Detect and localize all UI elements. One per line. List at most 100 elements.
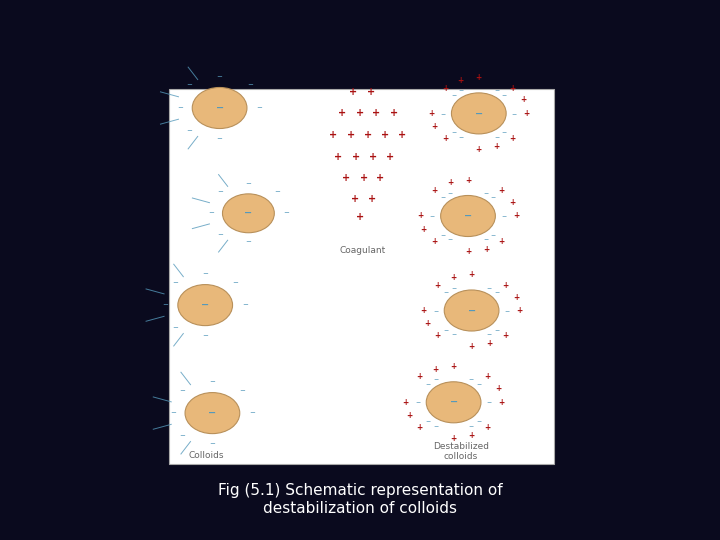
Text: +: + [366, 87, 375, 97]
Text: −: − [179, 388, 185, 394]
Circle shape [178, 285, 233, 326]
Text: −: − [163, 302, 168, 308]
Text: −: − [464, 211, 472, 221]
Text: +: + [329, 130, 338, 140]
Text: −: − [246, 239, 251, 246]
Text: +: + [523, 109, 530, 118]
Text: +: + [420, 225, 427, 234]
Text: −: − [440, 232, 446, 238]
Text: +: + [431, 186, 437, 195]
Text: +: + [424, 320, 431, 328]
Text: +: + [417, 423, 423, 432]
Text: +: + [510, 84, 516, 92]
Text: −: − [283, 210, 289, 217]
Text: Colloids: Colloids [188, 451, 224, 460]
Circle shape [222, 194, 274, 233]
Text: +: + [420, 306, 427, 315]
Text: +: + [487, 339, 492, 348]
Text: −: − [494, 327, 500, 332]
Text: −: − [483, 191, 488, 195]
Text: −: − [448, 237, 453, 241]
Text: −: − [494, 134, 499, 139]
Text: −: − [208, 408, 217, 418]
Circle shape [451, 93, 506, 134]
Text: −: − [244, 208, 253, 218]
Text: +: + [476, 73, 482, 82]
Text: +: + [348, 87, 357, 97]
Text: −: − [233, 280, 238, 286]
Text: +: + [469, 431, 474, 440]
Text: +: + [428, 109, 434, 118]
Text: −: − [448, 191, 453, 195]
Text: −: − [256, 105, 262, 111]
Text: +: + [503, 332, 508, 340]
Text: −: − [186, 127, 192, 133]
Text: +: + [447, 178, 453, 187]
Text: −: − [415, 400, 420, 405]
Circle shape [185, 393, 240, 434]
Text: −: − [210, 441, 215, 447]
Text: −: − [444, 327, 449, 332]
Text: +: + [483, 245, 489, 254]
Text: +: + [516, 306, 523, 315]
Text: +: + [341, 173, 350, 183]
Text: −: − [494, 88, 499, 93]
Text: −: − [172, 280, 178, 286]
Text: −: − [217, 232, 222, 238]
Text: −: − [208, 210, 214, 217]
Text: −: − [246, 181, 251, 187]
Text: +: + [359, 173, 368, 183]
Text: −: − [501, 213, 506, 219]
Text: −: − [172, 325, 178, 330]
Text: −: − [459, 134, 464, 139]
Circle shape [444, 290, 499, 331]
Text: +: + [499, 186, 505, 195]
Text: Coagulant: Coagulant [339, 246, 385, 255]
Text: −: − [512, 111, 517, 116]
Bar [169, 89, 554, 464]
Text: +: + [495, 384, 501, 393]
Text: +: + [498, 398, 505, 407]
Text: +: + [417, 373, 423, 381]
Text: +: + [417, 212, 423, 220]
Text: +: + [499, 237, 505, 246]
Text: +: + [386, 152, 395, 161]
Text: +: + [435, 281, 441, 289]
Text: −: − [469, 423, 474, 428]
Text: −: − [217, 74, 222, 80]
Text: −: − [505, 308, 510, 313]
Text: −: − [494, 289, 500, 294]
Text: −: − [501, 92, 507, 97]
Text: +: + [338, 109, 346, 118]
Text: −: − [490, 194, 496, 200]
Text: +: + [465, 176, 471, 185]
Text: −: − [476, 418, 482, 424]
Text: −: − [440, 194, 446, 200]
Text: −: − [210, 379, 215, 386]
Text: Destabilized
colloids: Destabilized colloids [433, 442, 489, 461]
Text: +: + [351, 194, 359, 204]
Text: +: + [513, 212, 519, 220]
Text: +: + [356, 109, 364, 118]
Text: +: + [476, 145, 482, 154]
Text: +: + [451, 273, 456, 282]
Text: −: − [487, 285, 492, 290]
Text: −: − [487, 331, 492, 336]
Text: −: − [476, 381, 482, 386]
Text: +: + [510, 134, 516, 143]
Text: +: + [431, 123, 438, 131]
Text: +: + [469, 270, 474, 279]
Text: +: + [451, 434, 456, 443]
Text: −: − [467, 306, 476, 315]
Text: +: + [485, 373, 490, 381]
Text: +: + [368, 194, 377, 204]
Text: −: − [433, 423, 438, 428]
Text: −: − [490, 232, 496, 238]
Text: −: − [469, 377, 474, 382]
Text: −: − [433, 308, 438, 313]
Text: +: + [406, 411, 413, 420]
Text: −: − [217, 136, 222, 142]
Text: Fig (5.1) Schematic representation of
destabilization of colloids: Fig (5.1) Schematic representation of de… [217, 483, 503, 516]
Text: −: − [487, 400, 492, 405]
Text: −: − [426, 418, 431, 424]
